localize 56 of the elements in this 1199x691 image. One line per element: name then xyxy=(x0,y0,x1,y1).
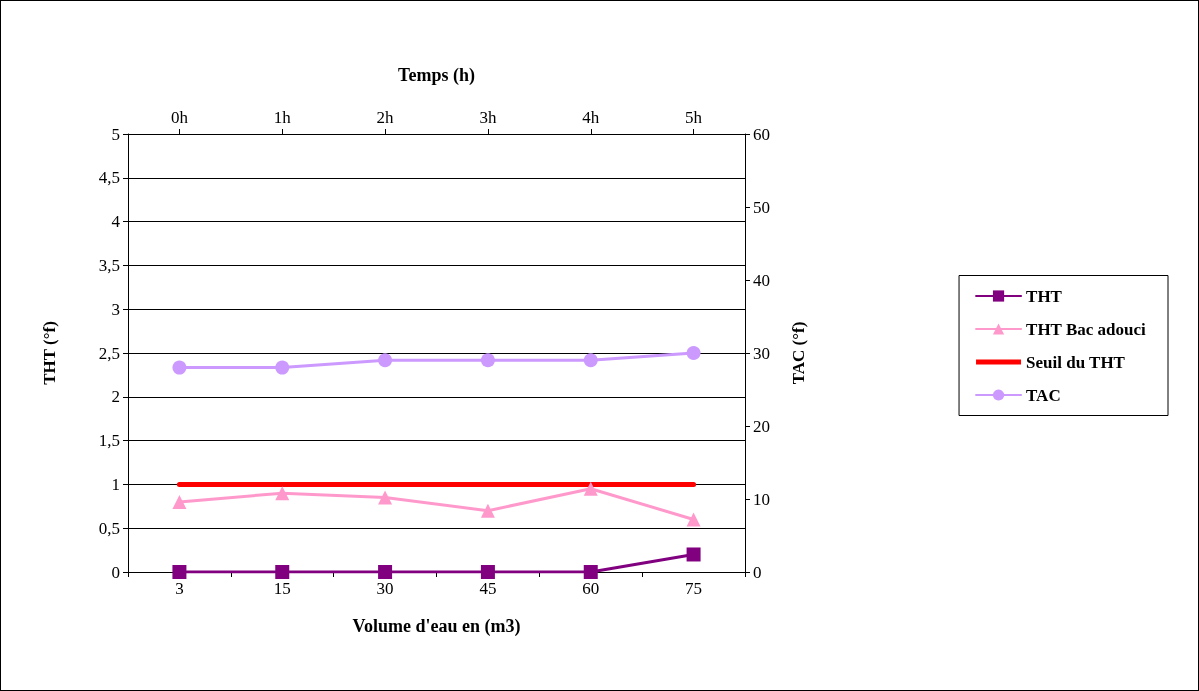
y-tick-label: 3 xyxy=(111,299,120,319)
x-axis-title: Volume d'eau en (m3) xyxy=(352,616,521,637)
point xyxy=(686,346,701,360)
y-tick-label: 0,5 xyxy=(98,518,120,538)
point xyxy=(275,565,290,579)
point xyxy=(378,565,393,579)
x2-tick-label: 2h xyxy=(376,108,395,127)
y-tick-label: 3,5 xyxy=(98,255,120,275)
y-axis-title: THT (°f) xyxy=(40,321,59,385)
x-tick-label: 45 xyxy=(479,579,497,598)
x-tick-label: 60 xyxy=(582,579,600,598)
x-tick-label: 75 xyxy=(685,579,703,598)
legend-label: THT xyxy=(1026,286,1063,306)
x2-axis-title: Temps (h) xyxy=(398,65,475,86)
legend-label: THT Bac adouci xyxy=(1026,319,1146,339)
point xyxy=(686,512,701,527)
point xyxy=(583,565,598,579)
x-tick-label: 15 xyxy=(273,579,291,598)
point xyxy=(480,503,495,518)
y2-tick-label: 30 xyxy=(753,343,770,363)
y2-axis-title: TAC (°f) xyxy=(789,321,808,385)
x2-tick-label: 5h xyxy=(685,108,703,127)
y2-tick-label: 0 xyxy=(753,562,762,582)
y2-tick-label: 40 xyxy=(753,270,770,290)
point xyxy=(480,565,495,579)
y-tick-label: 4 xyxy=(111,212,121,232)
point xyxy=(275,360,290,375)
y-tick-label: 0 xyxy=(111,562,120,582)
x2-tick-label: 0h xyxy=(170,108,189,127)
y2-tick-label: 10 xyxy=(753,489,770,509)
legend-label: Seuil du THT xyxy=(1026,352,1126,372)
point xyxy=(378,490,393,505)
legend-label: TAC xyxy=(1026,385,1061,405)
point xyxy=(172,565,187,579)
point xyxy=(275,486,290,501)
x2-tick-label: 1h xyxy=(273,108,292,127)
point xyxy=(172,494,187,509)
point xyxy=(583,481,598,496)
y-tick-label: 4,5 xyxy=(98,168,120,188)
y-tick-label: 2 xyxy=(111,387,120,407)
y-tick-label: 1,5 xyxy=(98,431,120,451)
point xyxy=(480,353,495,368)
y2-tick-label: 50 xyxy=(753,197,770,217)
x-tick-label: 3 xyxy=(175,579,184,598)
y-tick-label: 1 xyxy=(111,474,120,494)
y2-tick-label: 20 xyxy=(753,416,770,436)
point xyxy=(583,353,598,368)
x2-tick-label: 4h xyxy=(582,108,600,127)
x-tick-label: 30 xyxy=(376,579,394,598)
y-tick-label: 2,5 xyxy=(98,343,120,363)
x2-tick-label: 3h xyxy=(479,108,497,127)
y2-tick-label: 60 xyxy=(753,124,770,144)
point xyxy=(172,360,187,375)
point xyxy=(686,547,701,562)
y-tick-label: 5 xyxy=(111,124,120,144)
point xyxy=(378,353,393,368)
